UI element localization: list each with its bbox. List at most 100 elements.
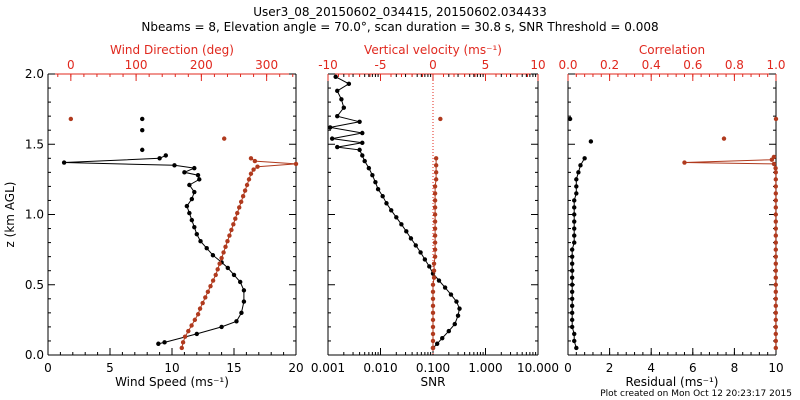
- data-point: [197, 306, 203, 311]
- data-point: [773, 289, 778, 294]
- data-point: [194, 231, 199, 237]
- data-point: [430, 345, 436, 351]
- data-point: [569, 254, 575, 259]
- data-point: [773, 268, 778, 273]
- top-tick-label: -5: [375, 58, 387, 72]
- data-point: [157, 156, 162, 161]
- data-point: [569, 247, 575, 252]
- y-tick-label: 2.0: [25, 67, 44, 81]
- data-point: [219, 324, 224, 330]
- data-point: [569, 310, 575, 316]
- data-point: [432, 240, 438, 245]
- data-point: [360, 130, 365, 136]
- data-point: [773, 317, 778, 323]
- top-tick-label: 10: [530, 58, 545, 72]
- data-point: [773, 212, 778, 217]
- data-point: [229, 227, 234, 233]
- isolated-point: [222, 136, 227, 141]
- x-tick-label: 0.100: [416, 361, 450, 375]
- panel-3: 0 2 4 6 8 10 Residual (ms⁻¹) 0.0 0.2 0.4 0.6 0.8 1.0…: [558, 43, 785, 389]
- top-tick-label: 200: [190, 58, 213, 72]
- x-tick-label: 1.000: [468, 361, 502, 375]
- data-point: [215, 267, 220, 272]
- data-point: [773, 275, 778, 280]
- x-axis-label: Residual (ms⁻¹): [626, 375, 719, 389]
- data-point: [773, 254, 778, 259]
- data-point: [457, 306, 462, 311]
- data-point: [433, 156, 439, 161]
- data-point: [432, 184, 438, 189]
- data-point: [430, 324, 436, 330]
- data-point: [432, 212, 438, 217]
- data-point: [572, 212, 577, 217]
- data-point: [430, 303, 436, 309]
- data-point: [572, 240, 577, 245]
- data-point: [773, 198, 778, 203]
- data-point: [360, 140, 365, 146]
- y-tick-label: 0.5: [25, 278, 44, 292]
- data-point: [399, 222, 404, 227]
- data-point: [430, 289, 436, 294]
- data-point: [773, 331, 778, 337]
- data-point: [773, 226, 778, 231]
- data-point: [574, 184, 579, 189]
- data-point: [225, 238, 230, 244]
- data-point: [235, 210, 240, 216]
- data-point: [231, 272, 237, 278]
- x-axis-label: SNR: [421, 375, 446, 389]
- data-point: [213, 272, 218, 278]
- data-point: [335, 144, 340, 150]
- x-tick-label: 6: [689, 361, 697, 375]
- data-point: [436, 278, 442, 283]
- data-point: [574, 191, 579, 196]
- data-point: [192, 317, 198, 323]
- data-point: [248, 156, 254, 161]
- data-point: [432, 191, 438, 196]
- data-point: [432, 254, 438, 259]
- data-point: [773, 233, 778, 238]
- top-tick-label: -10: [318, 58, 338, 72]
- x-tick-label: 10.000: [517, 361, 559, 375]
- data-point: [380, 194, 385, 199]
- data-point: [162, 340, 167, 345]
- series-1: [567, 116, 594, 351]
- data-point: [187, 182, 192, 188]
- data-point: [172, 163, 177, 168]
- data-point: [454, 299, 459, 304]
- plot-footer: Plot created on Mon Oct 12 20:23:17 2015: [600, 389, 792, 399]
- data-point: [569, 282, 575, 287]
- data-point: [238, 279, 243, 285]
- data-point: [773, 219, 778, 224]
- data-point: [186, 328, 191, 334]
- data-point: [333, 74, 338, 80]
- data-point: [225, 265, 230, 271]
- x-tick-label: 10: [768, 361, 783, 375]
- data-point: [773, 170, 778, 175]
- x-tick-label: 4: [647, 361, 655, 375]
- data-point: [335, 113, 340, 119]
- data-point: [231, 222, 236, 227]
- x-axis-label: Wind Speed (ms⁻¹): [115, 375, 229, 389]
- title-line-1: User3_08_20150602_034415, 20150602.03443…: [253, 5, 546, 19]
- isolated-point: [140, 116, 145, 122]
- data-point: [773, 184, 778, 189]
- data-point: [341, 105, 347, 110]
- top-tick-label: 0: [67, 58, 75, 72]
- data-point: [773, 282, 778, 287]
- data-point: [375, 187, 381, 192]
- series-line: [571, 158, 586, 349]
- data-point: [219, 255, 224, 261]
- data-point: [574, 177, 579, 182]
- x-tick-label: 20: [288, 361, 303, 375]
- data-point: [578, 163, 583, 168]
- data-point: [240, 194, 246, 199]
- data-point: [572, 226, 577, 231]
- data-point: [217, 261, 222, 266]
- data-point: [357, 119, 362, 124]
- data-point: [431, 261, 437, 266]
- data-point: [205, 289, 211, 294]
- x-tick-label: 0.010: [363, 361, 397, 375]
- data-point: [455, 313, 461, 318]
- data-point: [200, 300, 205, 306]
